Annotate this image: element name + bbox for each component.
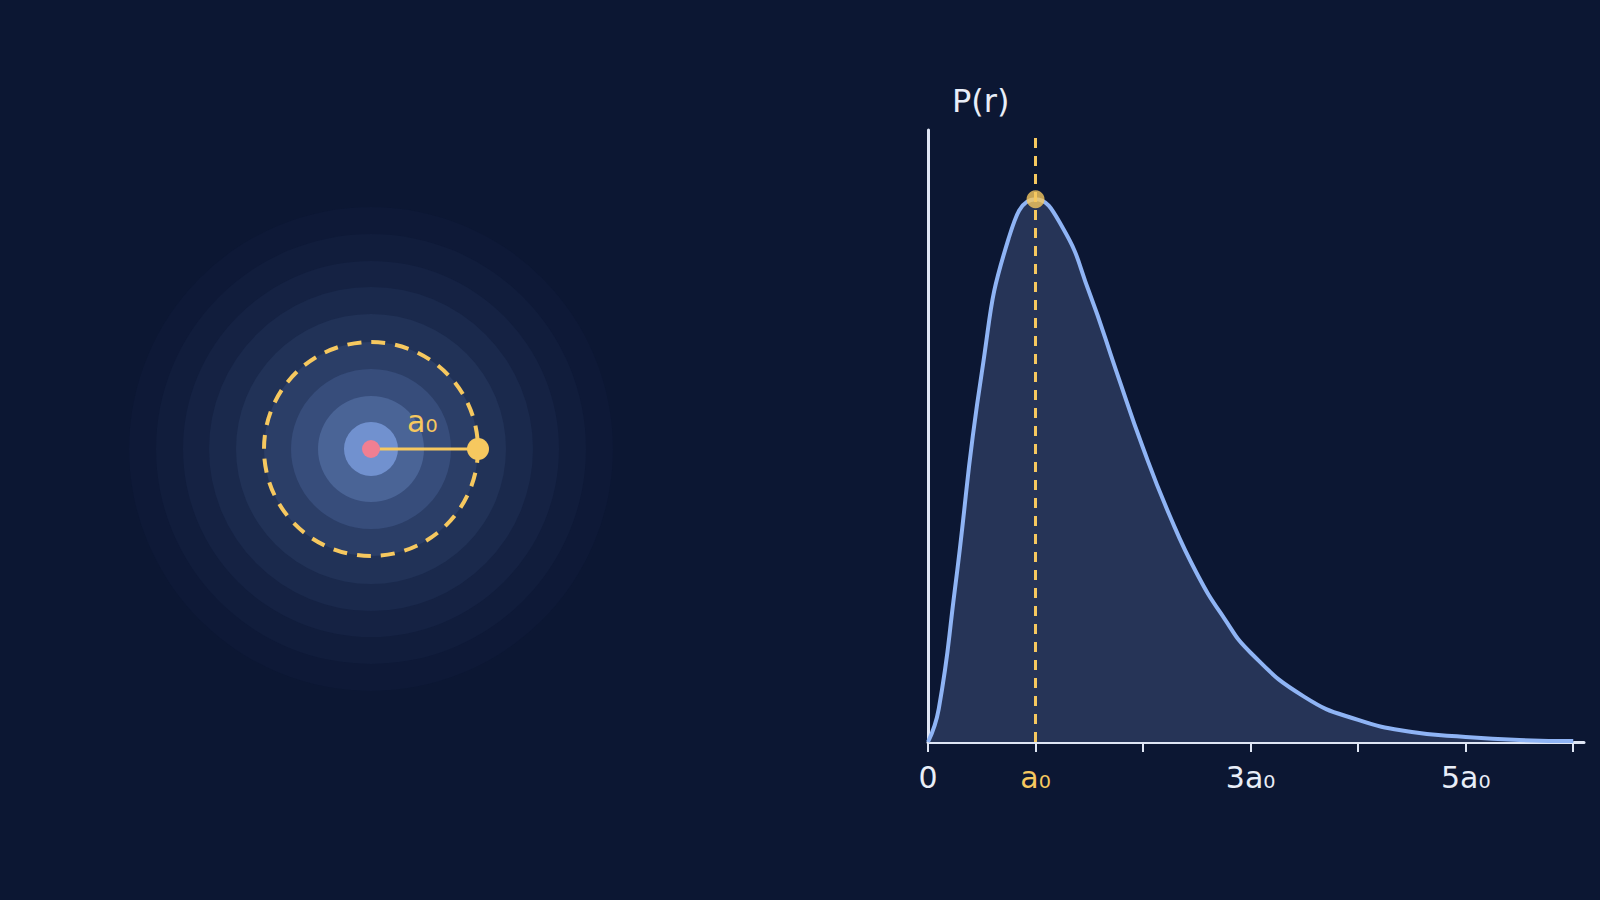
svg-text:3a₀: 3a₀ — [1226, 760, 1276, 795]
svg-text:0: 0 — [918, 760, 937, 795]
svg-text:P(r): P(r) — [952, 82, 1009, 120]
svg-text:a₀: a₀ — [1020, 760, 1050, 795]
svg-text:a₀: a₀ — [407, 404, 437, 439]
svg-text:5a₀: 5a₀ — [1441, 760, 1491, 795]
